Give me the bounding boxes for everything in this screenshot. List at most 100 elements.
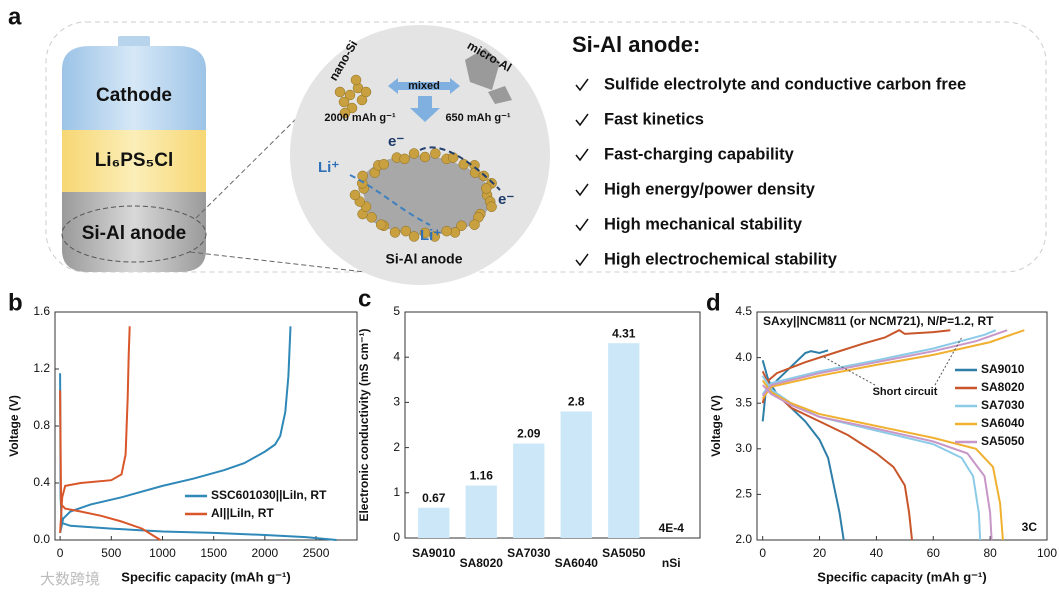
x-tick-label: 20: [813, 546, 827, 560]
series-line: [761, 329, 997, 541]
legend-label: SA5050: [981, 434, 1025, 448]
legend-label: SA7030: [981, 398, 1025, 412]
si-particle: [350, 74, 362, 86]
y-tick-label: 0.0: [33, 532, 50, 546]
value-label: 4E-4: [659, 521, 685, 535]
zoom-text: e⁻: [498, 191, 514, 208]
legend-label: SA8020: [981, 380, 1025, 394]
annotation-arrow: [821, 336, 963, 386]
check-mark: [575, 218, 589, 232]
x-tick-label: 1500: [200, 546, 227, 560]
legend-label: SA9010: [981, 362, 1025, 376]
si-particle: [360, 86, 372, 98]
battery-electrolyte: [62, 130, 206, 192]
si-particle: [419, 151, 431, 163]
mixed-arrow: [388, 78, 460, 94]
x-tick-label: 2000: [252, 546, 279, 560]
al-particle: [360, 155, 491, 235]
x-tick-label: SA7030: [507, 546, 551, 560]
y-tick-label: 3.5: [735, 395, 752, 409]
y-axis-label: Voltage (V): [7, 395, 21, 457]
value-label: 1.16: [470, 469, 494, 483]
y-tick-label: 1.6: [33, 304, 50, 318]
x-tick-label: 40: [870, 546, 884, 560]
y-axis-label: Voltage (V): [709, 395, 723, 457]
battery-anode: [62, 192, 206, 272]
zoom-line: [189, 251, 366, 273]
y-tick-label: 4.0: [735, 350, 752, 364]
bar: [560, 411, 592, 538]
bar: [418, 507, 450, 538]
y-tick-label: 1: [393, 485, 400, 499]
feature-item: Fast-charging capability: [604, 145, 795, 163]
value-label: 2.09: [517, 427, 541, 441]
y-tick-label: 4.5: [735, 304, 752, 318]
y-tick-label: 3: [393, 395, 400, 409]
si-particle: [349, 189, 361, 201]
series-line: [59, 326, 161, 541]
si-particle: [430, 148, 441, 159]
y-axis-label: Electronic conductivity (mS cm⁻¹): [357, 328, 371, 521]
lithium-path: [349, 174, 431, 226]
feature-heading: Si-Al anode:: [572, 32, 700, 57]
si-particle: [334, 86, 346, 98]
si-particle: [389, 227, 401, 238]
y-tick-label: 1.2: [33, 361, 50, 375]
micro-al: [465, 48, 512, 104]
bar: [608, 343, 640, 538]
panel-label: b: [8, 289, 23, 316]
feature-item: Fast kinetics: [604, 110, 704, 128]
si-particle: [400, 225, 412, 237]
y-tick-label: 0.8: [33, 418, 50, 432]
x-tick-label: 60: [927, 546, 941, 560]
zoom-text: Li⁺: [420, 227, 441, 244]
y-tick-label: 3.0: [735, 441, 752, 455]
check-mark: [575, 78, 589, 92]
battery-label: Si-Al anode: [82, 223, 187, 244]
si-particle: [378, 159, 390, 170]
battery-cap: [118, 36, 150, 48]
feature-item: High electrochemical stability: [604, 250, 838, 268]
value-label: 2.8: [568, 395, 585, 409]
y-tick-label: 2.5: [735, 487, 752, 501]
si-particle: [486, 201, 497, 212]
y-tick-label: 0.4: [33, 475, 50, 489]
check-mark: [575, 148, 589, 162]
watermark: 大数跨境: [40, 570, 100, 588]
si-particle: [366, 212, 377, 223]
si-particle: [408, 148, 420, 159]
x-axis-label: Specific capacity (mAh g⁻¹): [121, 569, 290, 584]
annotation: Short circuit: [873, 386, 938, 398]
panel-label: c: [358, 285, 371, 312]
battery-label: Li₆PS₅Cl: [95, 150, 174, 171]
x-tick-label: 2500: [303, 546, 330, 560]
value-label: 4.31: [612, 326, 636, 340]
x-tick-label: 500: [101, 546, 121, 560]
si-particle: [408, 231, 420, 242]
si-particle: [456, 220, 467, 231]
legend-label: SSC601030||LiIn, RT: [211, 488, 327, 502]
x-tick-label: SA9010: [412, 546, 456, 560]
x-tick-label: 1000: [149, 546, 176, 560]
legend-label: Al||LiIn, RT: [211, 506, 274, 520]
y-tick-label: 0: [393, 530, 400, 544]
feature-list: Sulfide electrolyte and conductive carbo…: [575, 75, 966, 268]
check-mark: [575, 113, 589, 127]
si-particle: [469, 219, 480, 230]
si-particle: [419, 227, 431, 239]
value-label: 0.67: [422, 491, 446, 505]
zoom-caption: Si-Al anode: [385, 251, 462, 267]
x-tick-label: nSi: [662, 556, 681, 570]
x-tick-label: 80: [983, 546, 997, 560]
panel-label: d: [706, 289, 721, 316]
si-particle: [344, 89, 356, 101]
check-mark: [575, 183, 589, 197]
x-tick-label: 100: [1037, 546, 1057, 560]
particles: [334, 74, 497, 242]
zoom-text: 2000 mAh g⁻¹: [324, 112, 396, 124]
series-line: [761, 329, 1008, 541]
check-mark: [575, 253, 589, 267]
x-tick-label: SA5050: [602, 546, 646, 560]
plot-frame: [54, 311, 358, 541]
